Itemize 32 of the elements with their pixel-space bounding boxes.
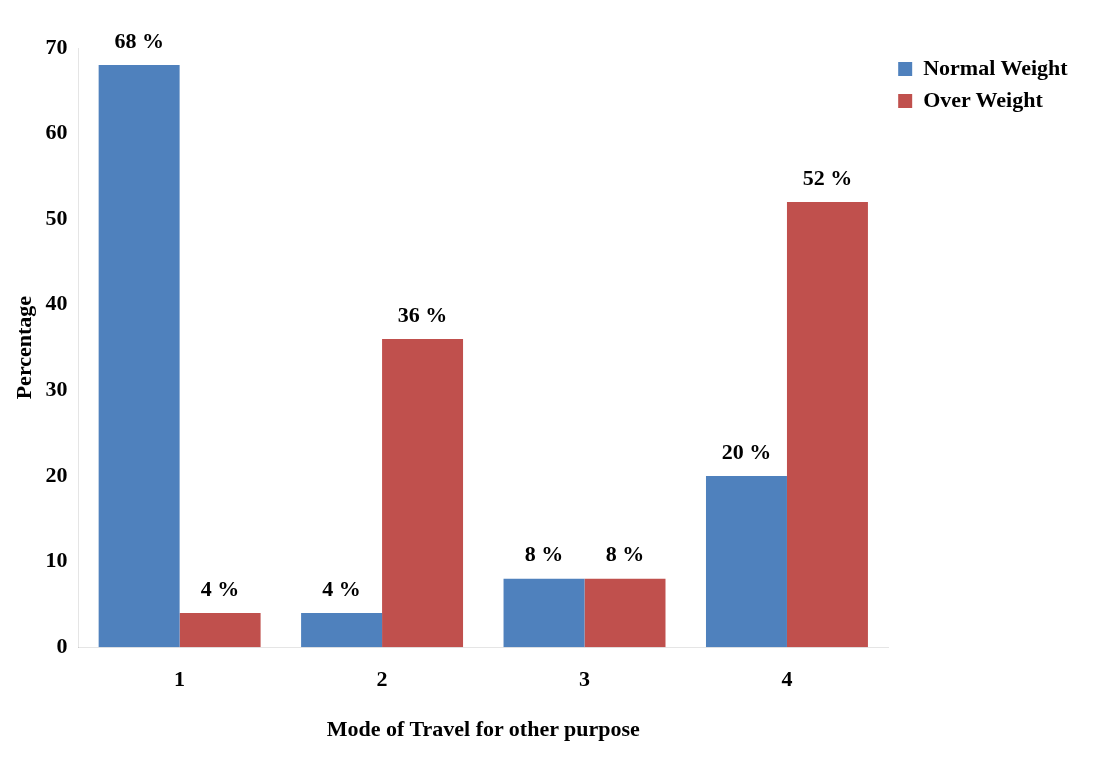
legend-label: Normal Weight [923, 54, 1069, 80]
bar [584, 578, 666, 648]
y-tick-label: 10 [45, 547, 68, 573]
data-label: 68 % [114, 27, 164, 53]
data-label: 36 % [397, 301, 448, 327]
x-tick-label: 1 [174, 666, 186, 692]
y-tick-label: 20 [45, 461, 68, 487]
y-tick-label: 30 [45, 376, 68, 402]
y-tick-label: 60 [45, 119, 68, 145]
bar [705, 476, 787, 648]
x-tick-label: 2 [376, 666, 388, 692]
bar [503, 578, 585, 648]
bar [786, 202, 868, 648]
data-label: 8 % [524, 541, 564, 567]
y-tick-label: 50 [45, 204, 68, 230]
x-tick-label: 4 [781, 666, 793, 692]
data-label: 4 % [322, 575, 361, 601]
bar [98, 65, 180, 648]
x-axis-title: Mode of Travel for other purpose [326, 716, 641, 742]
y-tick-label: 70 [45, 33, 68, 59]
bar [179, 612, 261, 648]
data-label: 4 % [200, 575, 240, 601]
y-tick-label: 0 [56, 632, 68, 658]
y-axis-title: Percentage [10, 295, 36, 400]
data-label: 20 % [721, 438, 772, 464]
y-tick-label: 40 [45, 290, 68, 316]
bar [382, 339, 464, 648]
legend-label: Over Weight [923, 86, 1044, 112]
data-label: 52 % [802, 164, 853, 190]
data-label: 8 % [605, 541, 645, 567]
bar [301, 612, 383, 648]
x-tick-label: 3 [579, 666, 591, 692]
